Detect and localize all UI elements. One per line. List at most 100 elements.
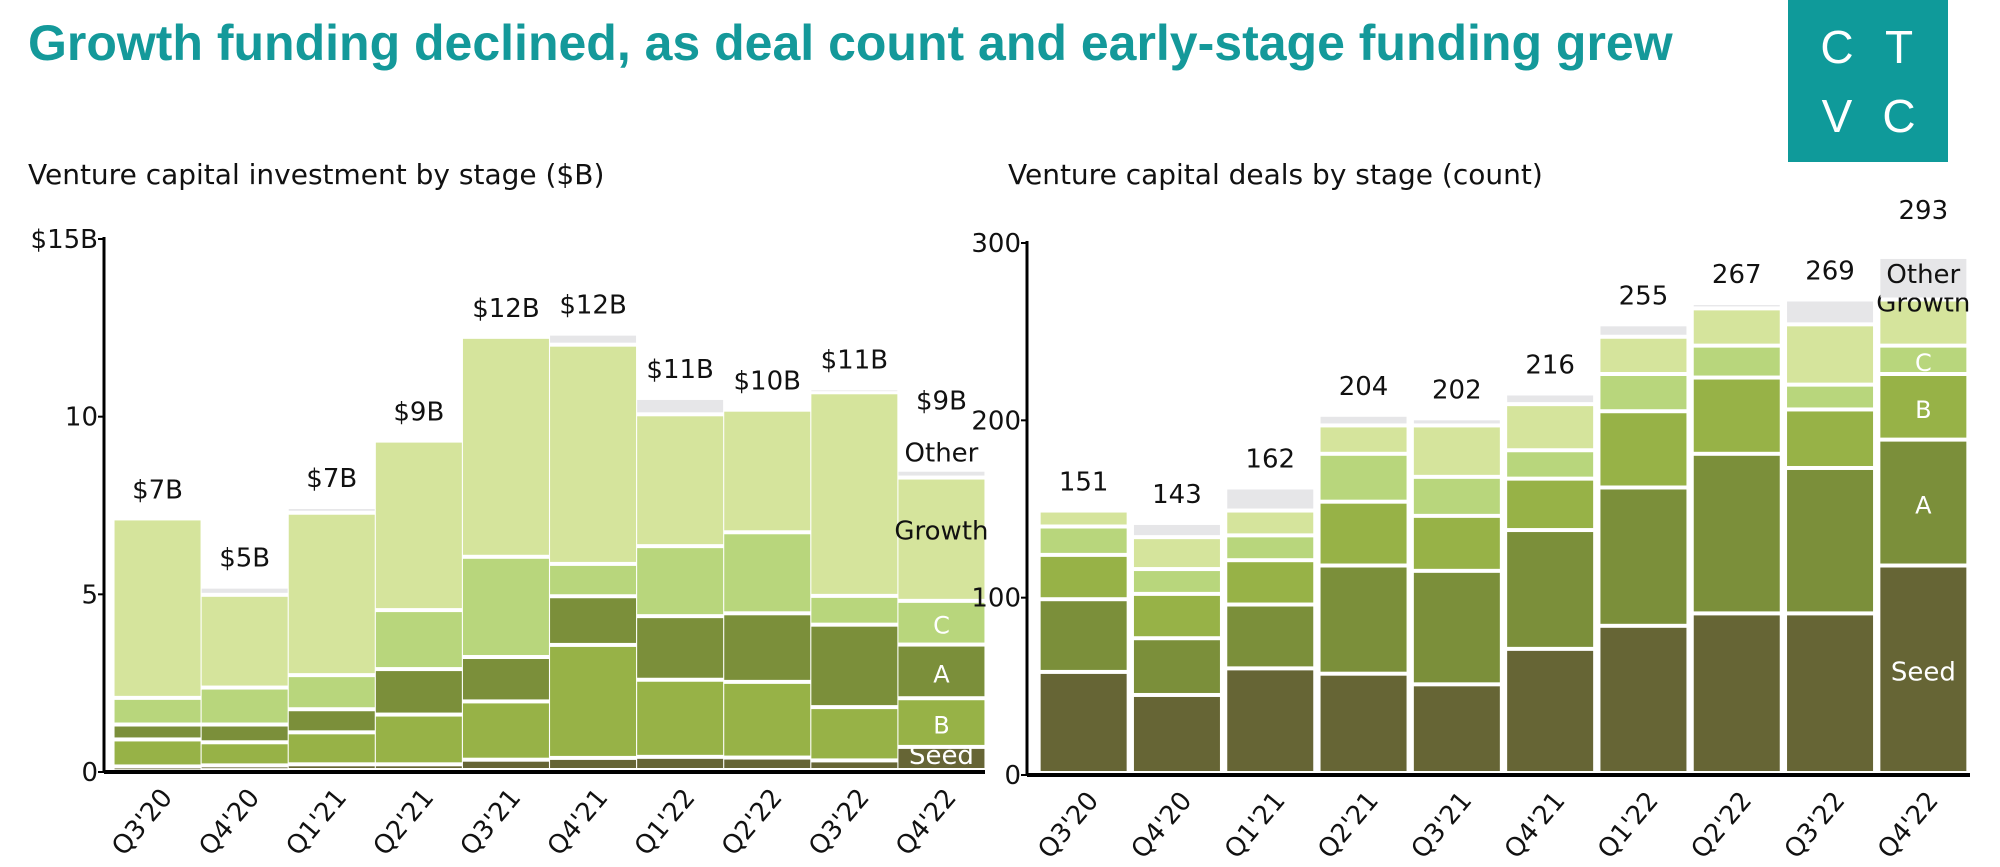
bar-segment-a	[1880, 441, 1967, 564]
bar-segment-other	[898, 471, 985, 476]
bar-segment-growth	[1880, 301, 1967, 344]
bar-segment-other	[811, 390, 898, 392]
bar-segment-seed	[1693, 615, 1780, 771]
x-tick-label: Q4'20	[1126, 786, 1199, 864]
bar-segment-other	[1133, 524, 1220, 536]
bar-segment-seed	[1040, 673, 1127, 771]
bar-segment-growth	[637, 416, 724, 545]
total-label: $9B	[916, 387, 967, 417]
total-label: 162	[1245, 444, 1295, 474]
bar-segment-other	[1600, 326, 1687, 335]
deals-chart-title: Venture capital deals by stage (count)	[1008, 158, 1543, 191]
x-tick-label: Q2'22	[1685, 786, 1758, 864]
x-tick-label: Q2'21	[1312, 786, 1385, 864]
bar-segment-b	[114, 741, 201, 765]
bar-segment-a	[462, 659, 549, 700]
total-label: $5B	[219, 544, 270, 574]
x-tick-label: Q1'22	[629, 783, 702, 861]
bar-segment-c	[1600, 376, 1687, 410]
bar-segment-a	[1320, 567, 1407, 672]
bar-segment-seed	[462, 761, 549, 768]
bar-segment-a	[550, 598, 637, 643]
bar-segment-a	[1133, 640, 1220, 693]
bar-segment-b	[1880, 376, 1967, 438]
bar-segment-b	[1693, 379, 1780, 452]
total-label: 269	[1805, 257, 1855, 287]
x-tick-label: Q3'22	[1779, 786, 1852, 864]
bar-segment-other	[637, 399, 724, 413]
bar-segment-a	[724, 615, 811, 680]
x-tick-label: Q3'20	[106, 783, 179, 861]
bar-segment-growth	[550, 346, 637, 562]
bar-segment-b	[898, 700, 985, 745]
bar-segment-b	[1133, 595, 1220, 637]
bar-segment-growth	[1040, 512, 1127, 525]
bar-segment-c	[1227, 537, 1314, 559]
bar-segment-a	[114, 726, 201, 738]
bar-segment-a	[637, 618, 724, 678]
x-tick-label: Q4'22	[890, 783, 963, 861]
bar-segment-seed	[1320, 675, 1407, 771]
bar-segment-growth	[1227, 512, 1314, 534]
bar-segment-seed	[114, 768, 201, 770]
bar-segment-b	[811, 709, 898, 759]
total-label: $9B	[393, 398, 444, 428]
bar-segment-c	[1880, 347, 1967, 372]
logo-letter: C	[1820, 20, 1854, 73]
bar-segment-c	[1693, 347, 1780, 376]
bar-segment-growth	[1787, 326, 1874, 383]
bar-segment-seed	[1787, 615, 1874, 771]
bar-segment-other	[1507, 395, 1594, 403]
bar-segment-growth	[1133, 539, 1220, 568]
bar-segment-b	[550, 646, 637, 756]
bar-segment-a	[1600, 489, 1687, 624]
x-tick-label: Q4'21	[542, 783, 615, 861]
bar-segment-seed	[1880, 567, 1967, 771]
bar-segment-a	[1040, 601, 1127, 670]
bar-segment-a	[1693, 455, 1780, 612]
x-tick-label: Q3'21	[455, 783, 528, 861]
bar-segment-growth	[1507, 406, 1594, 449]
total-label: $12B	[472, 294, 539, 324]
bar-segment-c	[201, 689, 288, 723]
bar-segment-growth	[811, 394, 898, 594]
page-title: Growth funding declined, as deal count a…	[28, 15, 1673, 71]
bar-segment-growth	[1413, 427, 1500, 475]
total-label: 293	[1899, 196, 1949, 226]
bar-segment-other	[1880, 258, 1967, 298]
series-label-a: A	[1915, 492, 1932, 520]
bar-segment-b	[1413, 517, 1500, 569]
total-label: 216	[1525, 351, 1575, 381]
x-tick-label: Q1'21	[280, 783, 353, 861]
bar-segment-other	[1227, 489, 1314, 509]
series-label-other: Other	[1886, 260, 1960, 290]
y-tick-label: 5	[81, 580, 98, 610]
bar-segment-c	[1040, 528, 1127, 553]
bar-segment-c	[1507, 452, 1594, 477]
series-label-other: Other	[905, 439, 979, 469]
series-label-growth: Growth	[894, 517, 988, 547]
y-tick-label: 200	[971, 406, 1021, 436]
bar-segment-c	[724, 534, 811, 612]
y-tick-label: 300	[971, 229, 1021, 259]
bar-segment-seed	[201, 767, 288, 769]
bar-segment-c	[375, 612, 462, 668]
bar-segment-growth	[288, 514, 375, 674]
bar-segment-seed	[1133, 696, 1220, 771]
bar-segment-b	[375, 716, 462, 763]
bar-segment-other	[288, 509, 375, 511]
bar-segment-seed	[1507, 650, 1594, 771]
bar-segment-b	[288, 734, 375, 763]
bar-segment-seed	[1413, 686, 1500, 771]
bar-segment-growth	[898, 479, 985, 599]
bar-segment-b	[1600, 413, 1687, 486]
logo-letter: V	[1821, 89, 1853, 142]
series-label-b: B	[1915, 396, 1931, 424]
total-label: $7B	[132, 475, 183, 505]
x-tick-label: Q2'22	[716, 783, 789, 861]
bar-segment-c	[1320, 455, 1407, 500]
bar-segment-growth	[375, 442, 462, 609]
bar-segment-seed	[898, 748, 985, 768]
bar-segment-other	[1320, 416, 1407, 424]
bar-segment-growth	[201, 596, 288, 686]
